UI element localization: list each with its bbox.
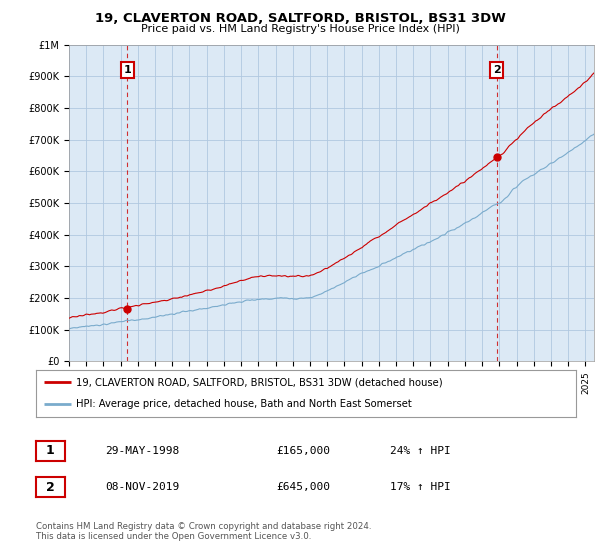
Text: 17% ↑ HPI: 17% ↑ HPI — [390, 482, 451, 492]
Text: Contains HM Land Registry data © Crown copyright and database right 2024.
This d: Contains HM Land Registry data © Crown c… — [36, 522, 371, 542]
Text: 19, CLAVERTON ROAD, SALTFORD, BRISTOL, BS31 3DW (detached house): 19, CLAVERTON ROAD, SALTFORD, BRISTOL, B… — [77, 377, 443, 388]
Text: 1: 1 — [46, 444, 55, 458]
Text: 29-MAY-1998: 29-MAY-1998 — [105, 446, 179, 456]
Text: 24% ↑ HPI: 24% ↑ HPI — [390, 446, 451, 456]
Text: 2: 2 — [46, 480, 55, 494]
Text: £165,000: £165,000 — [276, 446, 330, 456]
Text: £645,000: £645,000 — [276, 482, 330, 492]
Text: HPI: Average price, detached house, Bath and North East Somerset: HPI: Average price, detached house, Bath… — [77, 399, 412, 409]
Text: 2: 2 — [493, 65, 500, 75]
Text: Price paid vs. HM Land Registry's House Price Index (HPI): Price paid vs. HM Land Registry's House … — [140, 24, 460, 34]
Text: 1: 1 — [124, 65, 131, 75]
Text: 08-NOV-2019: 08-NOV-2019 — [105, 482, 179, 492]
Text: 19, CLAVERTON ROAD, SALTFORD, BRISTOL, BS31 3DW: 19, CLAVERTON ROAD, SALTFORD, BRISTOL, B… — [95, 12, 505, 25]
